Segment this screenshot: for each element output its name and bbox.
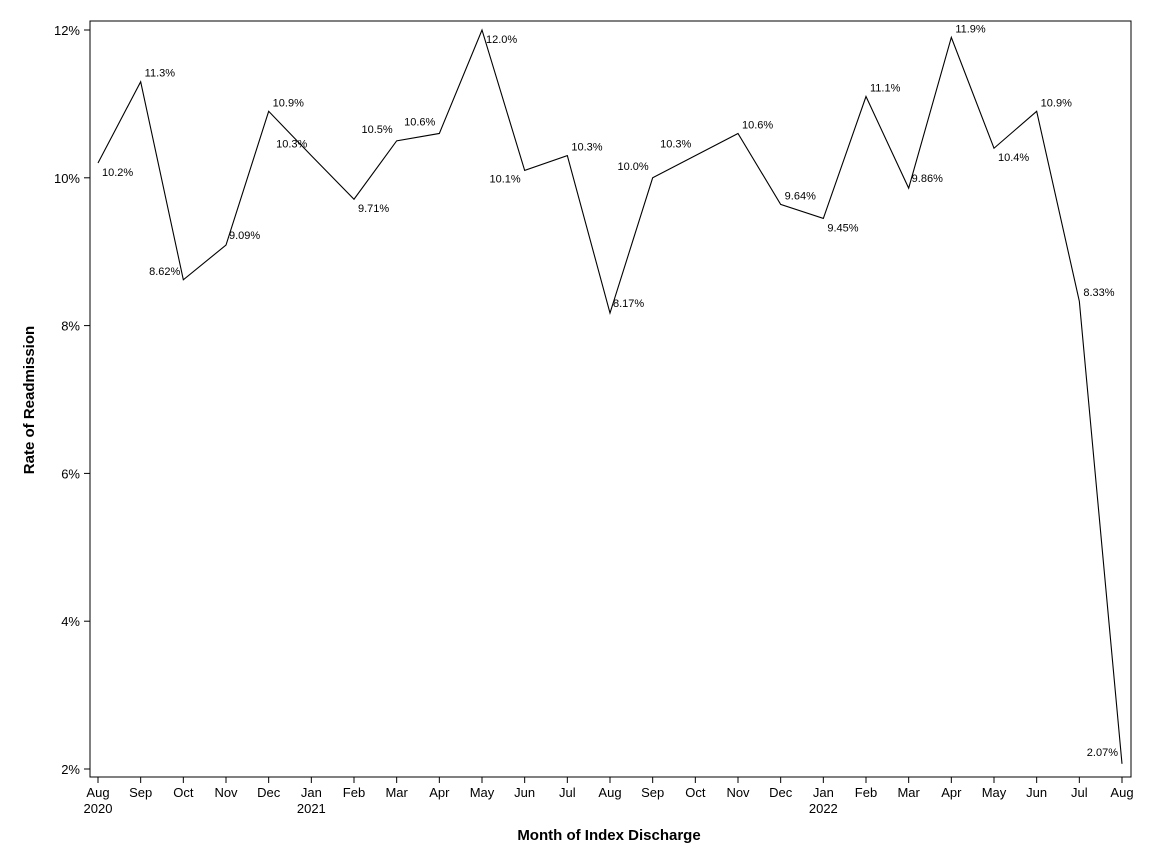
y-axis-title: Rate of Readmission <box>21 326 38 474</box>
data-label: 9.45% <box>827 222 858 234</box>
x-year-label: 2020 <box>84 801 113 816</box>
data-label: 8.33% <box>1083 287 1114 299</box>
x-tick-label: Nov <box>214 785 238 800</box>
data-label: 10.0% <box>617 161 648 173</box>
series-readmission-rate <box>97 28 1123 764</box>
x-tick-label: Nov <box>726 785 750 800</box>
data-label: 9.71% <box>358 203 389 215</box>
x-tick-label: Oct <box>173 785 194 800</box>
y-tick-label: 4% <box>61 614 80 629</box>
data-label: 10.3% <box>571 142 602 154</box>
x-tick-label: Aug <box>598 785 621 800</box>
data-label: 10.9% <box>273 97 304 109</box>
x-tick-label: Mar <box>385 785 408 800</box>
x-tick-label: Aug <box>86 785 109 800</box>
data-label: 8.62% <box>149 266 180 278</box>
x-tick-label: Jul <box>1071 785 1088 800</box>
data-label: 12.0% <box>486 34 517 46</box>
x-year-label: 2022 <box>809 801 838 816</box>
data-label: 10.2% <box>102 167 133 179</box>
x-tick-label: Jun <box>514 785 535 800</box>
x-tick-label: Jul <box>559 785 576 800</box>
y-tick-label: 6% <box>61 466 80 481</box>
data-label: 9.64% <box>785 190 816 202</box>
x-tick-label: Dec <box>769 785 793 800</box>
x-tick-label: Apr <box>429 785 450 800</box>
data-label: 2.07% <box>1087 747 1118 759</box>
x-tick-label: Aug <box>1110 785 1133 800</box>
y-axis: 2% 4% 6% 8% 10% 12% <box>54 23 90 777</box>
y-tick-label: 2% <box>61 762 80 777</box>
series-line <box>97 28 1123 764</box>
x-tick-label: Oct <box>685 785 706 800</box>
data-label: 10.5% <box>361 124 392 136</box>
data-label: 8.17% <box>613 298 644 310</box>
data-label: 9.86% <box>912 173 943 185</box>
x-tick-label: May <box>470 785 495 800</box>
x-year-label: 2021 <box>297 801 326 816</box>
data-label: 10.3% <box>660 139 691 151</box>
x-tick-label: Jan <box>301 785 322 800</box>
data-label: 10.6% <box>404 116 435 128</box>
y-tick-label: 10% <box>54 171 80 186</box>
x-tick-label: Dec <box>257 785 281 800</box>
data-label: 10.3% <box>276 139 307 151</box>
plot-frame <box>89 20 1132 778</box>
data-label: 11.9% <box>955 23 986 35</box>
x-tick-label: Sep <box>641 785 664 800</box>
x-tick-label: Jun <box>1026 785 1047 800</box>
y-tick-label: 8% <box>61 319 80 334</box>
data-label: 9.09% <box>229 230 260 242</box>
data-label: 11.1% <box>870 83 901 95</box>
x-tick-label: Apr <box>941 785 962 800</box>
x-tick-label: Sep <box>129 785 152 800</box>
data-label: 10.4% <box>998 152 1029 164</box>
x-axis-title: Month of Index Discharge <box>517 827 700 844</box>
x-tick-label: Feb <box>855 785 877 800</box>
x-tick-label: Mar <box>897 785 920 800</box>
x-tick-label: Feb <box>343 785 365 800</box>
y-tick-label: 12% <box>54 23 80 38</box>
data-label: 10.9% <box>1041 97 1072 109</box>
x-tick-label: May <box>982 785 1007 800</box>
data-label: 10.6% <box>742 119 773 131</box>
x-tick-label: Jan <box>813 785 834 800</box>
data-labels: 10.2% 11.3% 8.62% 9.09% 10.9% 10.3% 9.71% 10.5%… <box>102 23 1118 758</box>
data-label: 10.1% <box>489 173 520 185</box>
data-label: 11.3% <box>145 68 176 80</box>
